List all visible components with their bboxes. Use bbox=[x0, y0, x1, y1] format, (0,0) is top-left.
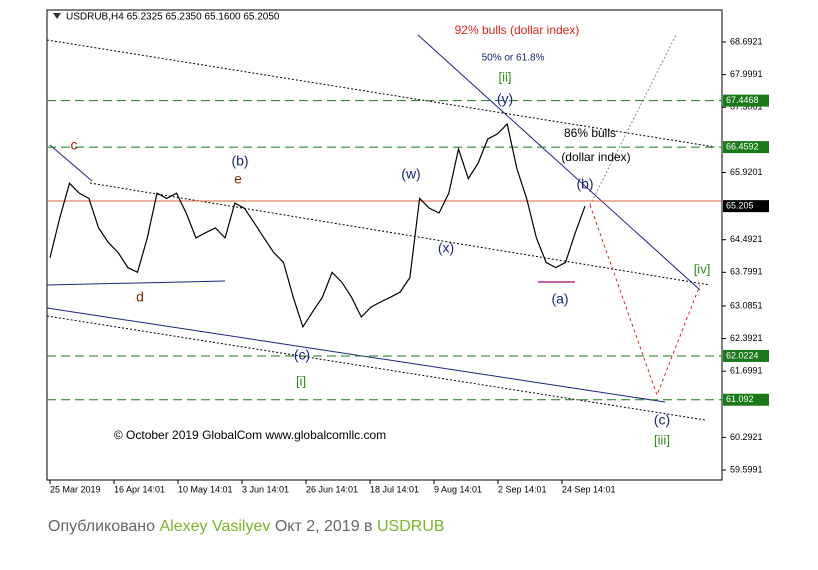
x-tick-label: 10 May 14:01 bbox=[178, 484, 233, 494]
footer-text: Окт 2, 2019 в bbox=[274, 518, 373, 535]
trend-line bbox=[46, 315, 706, 421]
trend-line bbox=[89, 182, 711, 286]
price-series bbox=[49, 122, 586, 329]
chart: USDRUB,H4 65.2325 65.2350 65.1600 65.205… bbox=[46, 9, 769, 494]
y-tick-label: 68.6921 bbox=[730, 36, 763, 46]
annotation: e bbox=[234, 171, 242, 187]
trend-line bbox=[46, 280, 226, 286]
y-tick-label: 61.6991 bbox=[730, 366, 763, 376]
annotation: (x) bbox=[438, 240, 454, 256]
y-tick-label: 63.7991 bbox=[730, 267, 763, 277]
y-tick-label: 62.3921 bbox=[730, 333, 763, 343]
projection bbox=[589, 204, 701, 397]
annotation: (dollar index) bbox=[561, 150, 630, 164]
annotation: (a) bbox=[551, 291, 568, 307]
y-tick-label: 65.9201 bbox=[730, 167, 763, 177]
annotation: (y) bbox=[497, 91, 513, 107]
title-icon bbox=[53, 13, 61, 19]
x-tick-label: 24 Sep 14:01 bbox=[562, 484, 616, 494]
level-label: 66.4592 bbox=[726, 141, 759, 151]
footer-text: Опубликовано bbox=[48, 518, 156, 535]
annotation: 86% bulls bbox=[564, 126, 616, 140]
level-box bbox=[723, 349, 769, 362]
annotation: (b) bbox=[231, 153, 248, 169]
level-label: 61.092 bbox=[726, 394, 754, 404]
level-box bbox=[723, 393, 769, 406]
x-tick-label: 16 Apr 14:01 bbox=[114, 484, 165, 494]
plot-frame bbox=[46, 9, 723, 481]
level-label: 62.0224 bbox=[726, 350, 759, 360]
trend-line bbox=[46, 39, 716, 148]
last-price-box bbox=[723, 200, 769, 213]
author-link[interactable]: Alexey Vasilyev bbox=[159, 518, 271, 535]
annotation: (c) bbox=[654, 412, 670, 428]
annotation: (c) bbox=[294, 347, 310, 363]
y-tick-label: 63.0851 bbox=[730, 300, 763, 310]
x-tick-label: 3 Jun 14:01 bbox=[242, 484, 289, 494]
annotation: [ii] bbox=[499, 69, 512, 84]
annotation: (w) bbox=[401, 166, 420, 182]
last-price-label: 65.205 bbox=[726, 201, 754, 211]
annotation: 92% bulls (dollar index) bbox=[455, 23, 580, 37]
annotation: © October 2019 GlobalCom www.globalcomll… bbox=[114, 428, 386, 442]
annotation: d bbox=[136, 289, 144, 305]
trend-line bbox=[46, 307, 666, 403]
x-tick-label: 2 Sep 14:01 bbox=[498, 484, 547, 494]
annotation: [i] bbox=[296, 373, 306, 388]
annotation: 50% or 61.8% bbox=[482, 53, 545, 64]
x-tick-label: 26 Jun 14:01 bbox=[306, 484, 358, 494]
annotation: (b) bbox=[576, 176, 593, 192]
footer: Опубликовано Alexey Vasilyev Окт 2, 2019… bbox=[48, 518, 445, 536]
y-tick-label: 59.5991 bbox=[730, 464, 763, 474]
y-tick-label: 60.2921 bbox=[730, 432, 763, 442]
x-tick-label: 25 Mar 2019 bbox=[50, 484, 101, 494]
y-tick-label: 64.4921 bbox=[730, 234, 763, 244]
level-box bbox=[723, 94, 769, 107]
level-box bbox=[723, 141, 769, 154]
symbol-link[interactable]: USDRUB bbox=[377, 518, 445, 535]
annotation: c bbox=[71, 137, 78, 153]
y-tick-label: 67.9991 bbox=[730, 69, 763, 79]
annotation: [iv] bbox=[694, 261, 711, 276]
trend-line bbox=[417, 34, 701, 291]
trend-line bbox=[49, 144, 93, 182]
x-tick-label: 18 Jul 14:01 bbox=[370, 484, 419, 494]
level-label: 67.4468 bbox=[726, 95, 759, 105]
chart-title: USDRUB,H4 65.2325 65.2350 65.1600 65.205… bbox=[66, 12, 280, 23]
x-tick-label: 9 Aug 14:01 bbox=[434, 484, 482, 494]
annotation: [iii] bbox=[654, 432, 670, 447]
